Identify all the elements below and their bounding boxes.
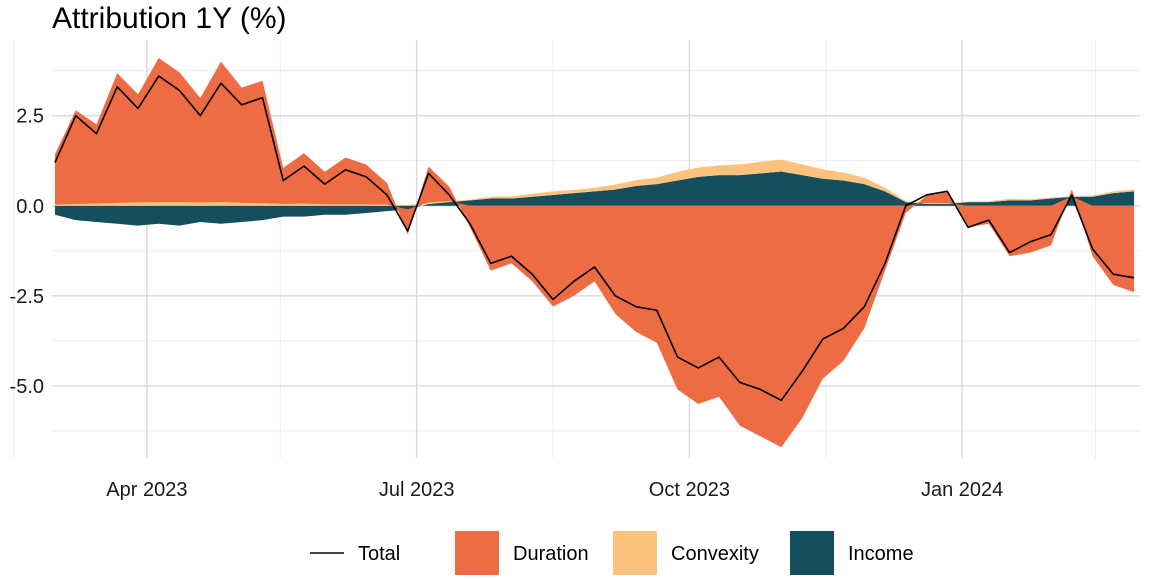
chart-title: Attribution 1Y (%) [52, 2, 287, 35]
area-series [54, 58, 1135, 448]
area-duration [54, 58, 1135, 448]
legend-label-convexity: Convexity [671, 543, 759, 565]
y-tick-label: -5.0 [10, 376, 44, 398]
x-tick-label: Oct 2023 [649, 479, 730, 501]
x-tick-label: Jan 2024 [921, 479, 1003, 501]
legend: Total Duration Convexity Income [310, 531, 914, 575]
legend-key-duration [455, 531, 499, 575]
area-income [54, 171, 1135, 226]
y-tick-label: 0.0 [16, 196, 44, 218]
y-tick-label: 2.5 [16, 106, 44, 128]
legend-label-income: Income [848, 543, 914, 565]
legend-label-total: Total [358, 543, 400, 565]
line-total [54, 75, 1135, 402]
legend-key-income [790, 531, 834, 575]
legend-label-duration: Duration [513, 543, 589, 565]
legend-key-convexity [613, 531, 657, 575]
x-tick-label: Apr 2023 [106, 479, 187, 501]
line-series [54, 75, 1135, 402]
x-tick-label: Jul 2023 [379, 479, 455, 501]
axis-labels: 2.5 0.0 -2.5 -5.0 Apr 2023 Jul 2023 Oct 2023 Ja… [10, 106, 1004, 501]
y-tick-label: -2.5 [10, 286, 44, 308]
